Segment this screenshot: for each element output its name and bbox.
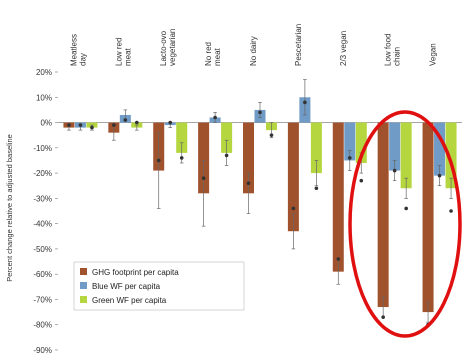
marker-point <box>437 173 442 178</box>
category-label: Pescetarian <box>294 24 303 66</box>
marker-point <box>213 115 217 120</box>
legend-label-ghg: GHG footprint per capita <box>92 268 179 277</box>
legend-swatch-blue-wf <box>80 282 87 289</box>
y-tick-label: 0% <box>40 119 52 128</box>
marker-point <box>359 178 364 183</box>
category-label: Low food <box>384 34 393 66</box>
marker-point <box>303 100 307 105</box>
marker-points <box>67 100 453 327</box>
bar <box>344 122 356 161</box>
category-label: Vegan <box>429 43 438 66</box>
marker-point <box>449 209 453 213</box>
category-label: No red <box>204 42 213 66</box>
category-label: chain <box>393 47 402 66</box>
legend-label-green-wf: Green WF per capita <box>92 296 167 305</box>
category-label: day <box>78 53 87 66</box>
bar <box>310 122 322 174</box>
category-label: Low red <box>114 38 123 66</box>
marker-point <box>381 315 385 319</box>
y-axis-label: Percent change relative to adjusted base… <box>5 134 14 282</box>
marker-point <box>392 168 397 173</box>
marker-point <box>78 123 83 127</box>
marker-point <box>112 123 116 127</box>
bar <box>243 122 254 194</box>
category-label: Meatless <box>69 34 78 66</box>
marker-point <box>336 257 341 261</box>
y-tick-label: -30% <box>33 194 52 203</box>
legend-swatch-ghg <box>80 268 87 275</box>
bar <box>176 122 188 153</box>
marker-point <box>135 120 139 125</box>
bar <box>422 122 434 313</box>
bar <box>434 122 446 176</box>
category-labels: Meatless day Low red meat Lacto-ovo vegetaria… <box>69 24 437 66</box>
marker-point <box>156 158 161 163</box>
bar <box>355 122 367 163</box>
y-tick-label: -90% <box>33 346 52 355</box>
y-axis: 20% 10% 0% -10% -20% -30% -40% -50% -60% -70% -80%… <box>33 68 58 355</box>
y-tick-label: 20% <box>36 68 52 77</box>
marker-point <box>224 153 229 158</box>
bar <box>445 122 457 189</box>
marker-point <box>179 156 184 160</box>
marker-point <box>347 156 352 160</box>
bar <box>287 122 299 232</box>
marker-point <box>67 123 71 127</box>
category-label: No dairy <box>249 36 258 66</box>
marker-point <box>269 133 274 137</box>
bar <box>332 122 344 272</box>
marker-point <box>201 176 206 180</box>
bar <box>377 122 389 308</box>
legend: GHG footprint per capita Blue WF per cap… <box>73 261 245 311</box>
legend-box <box>73 261 245 311</box>
bar <box>221 122 233 153</box>
marker-point <box>314 186 319 191</box>
y-tick-label: 10% <box>36 93 52 102</box>
category-label: meat <box>213 47 222 66</box>
marker-point <box>291 206 296 211</box>
legend-label-blue-wf: Blue WF per capita <box>92 282 161 291</box>
marker-point <box>168 120 173 125</box>
marker-point <box>404 206 408 211</box>
y-tick-label: -60% <box>33 270 52 279</box>
bar <box>389 122 401 171</box>
category-label: vegetarian <box>168 29 177 66</box>
marker-point <box>258 110 262 115</box>
category-label: meat <box>123 47 132 66</box>
marker-point <box>246 181 251 185</box>
bar <box>400 122 412 189</box>
category-label: Lacto-ovo <box>159 30 168 66</box>
highlight-ellipse <box>348 110 462 338</box>
category-label: 2/3 vegan <box>339 31 348 66</box>
y-tick-label: -80% <box>33 321 52 330</box>
y-tick-label: -10% <box>33 144 52 153</box>
y-tick-label: -20% <box>33 169 52 178</box>
marker-point <box>123 118 128 122</box>
bar <box>198 122 210 194</box>
y-tick-label: -50% <box>33 245 52 254</box>
legend-swatch-green-wf <box>80 296 87 303</box>
marker-point <box>90 125 94 130</box>
y-tick-label: -40% <box>33 220 52 229</box>
y-tick-label: -70% <box>33 295 52 304</box>
